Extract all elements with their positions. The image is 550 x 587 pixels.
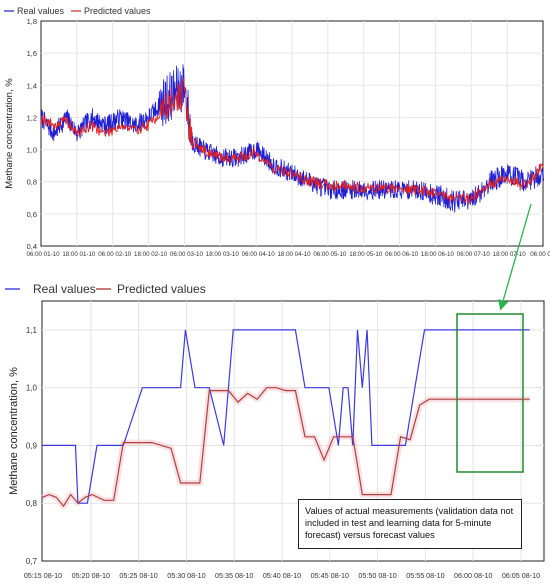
top-x-tick-label: 18:00 04-10 xyxy=(277,251,311,258)
bottom-plot-area xyxy=(41,300,545,562)
top-y-tick-label: 0,6 xyxy=(27,210,37,219)
top-y-ticks: 0,4 0,6 0,8 1,0 1,2 1,4 1,6 1,8 xyxy=(27,17,37,251)
bottom-series-line-predicted xyxy=(41,387,530,508)
top-y-tick-label: 0,8 xyxy=(27,178,37,187)
bottom-x-tick-label: 05:35 08-10 xyxy=(215,571,253,580)
top-x-tick-label: 06:00 02-10 xyxy=(98,251,132,258)
top-x-ticks: 06:00 01-10 18:00 01-10 06:00 02-10 18:00 0… xyxy=(26,251,550,258)
top-y-tick-label: 1,0 xyxy=(27,146,37,155)
top-series-line-real xyxy=(40,64,544,213)
top-x-tick-label: 06:00 04-10 xyxy=(242,251,276,258)
bottom-x-tick-label: 05:55 08-10 xyxy=(406,571,444,580)
top-y-tick-label: 1,4 xyxy=(27,81,37,90)
top-y-tick-label: 0,4 xyxy=(27,242,37,251)
top-x-tick-label: 18:00 06-10 xyxy=(421,251,455,258)
top-legend-label-real: Real values xyxy=(17,6,65,16)
top-series xyxy=(40,64,544,213)
top-x-tick-label: 18:00 02-10 xyxy=(134,251,168,258)
bottom-series xyxy=(40,329,530,510)
top-y-tick-label: 1,8 xyxy=(27,17,37,26)
top-x-tick-label: 06:00 01-10 xyxy=(26,251,60,258)
bottom-legend-label-real: Real values xyxy=(33,282,96,296)
top-x-tick-label: 06:00 05-10 xyxy=(313,251,347,258)
bottom-y-tick-label: 1,0 xyxy=(26,384,38,393)
top-y-tick-label: 1,6 xyxy=(27,49,37,58)
top-x-tick-label: 18:00 07-10 xyxy=(493,251,527,258)
top-x-tick-label: 18:00 03-10 xyxy=(206,251,240,258)
bottom-x-tick-label: 05:40 08-10 xyxy=(263,571,301,580)
bottom-y-axis-label: Methane concentration, % xyxy=(8,367,20,495)
bottom-legend-label-predicted: Predicted values xyxy=(117,282,206,296)
top-x-tick-label: 06:00 07-10 xyxy=(457,251,491,258)
top-x-tick-label: 18:00 05-10 xyxy=(349,251,383,258)
bottom-chart: 0,70,80,91,01,1 05:15 08-10 05:20 08-10 05… xyxy=(5,282,545,580)
bottom-y-tick-label: 0,9 xyxy=(26,441,38,450)
bottom-x-ticks: 05:15 08-10 05:20 08-10 05:25 08-10 05:30 0… xyxy=(24,571,540,580)
zoom-highlight-box xyxy=(456,313,524,473)
bottom-x-tick-label: 05:25 08-10 xyxy=(119,571,157,580)
bottom-x-tick-label: 06:05 08-10 xyxy=(502,571,540,580)
top-chart: 0,40,60,81,01,21,41,61,8 06:00 01-10 18:0… xyxy=(4,6,550,258)
bottom-legend: Real values Predicted values xyxy=(5,282,206,296)
annotation-box: Values of actual measurements (validatio… xyxy=(298,499,522,549)
top-legend: Real values Predicted values xyxy=(4,6,151,16)
top-y-axis-label: Methane concentration, % xyxy=(4,78,15,189)
bottom-x-tick-label: 05:20 08-10 xyxy=(72,571,110,580)
top-series-line-predicted xyxy=(40,78,544,204)
bottom-x-tick-label: 05:30 08-10 xyxy=(167,571,205,580)
top-x-tick-label: 06:00 03-10 xyxy=(170,251,204,258)
top-legend-label-predicted: Predicted values xyxy=(84,6,151,16)
top-x-tick-label: 06:00 08-1 xyxy=(530,251,550,258)
bottom-x-tick-label: 05:50 08-10 xyxy=(358,571,396,580)
zoom-arrow xyxy=(498,203,532,311)
bottom-y-ticks: 0,7 0,8 0,9 1,0 1,1 xyxy=(26,326,38,566)
bottom-series-line-real xyxy=(42,329,530,504)
top-x-tick-label: 18:00 01-10 xyxy=(62,251,96,258)
bottom-x-tick-label: 06:00 08-10 xyxy=(454,571,492,580)
bottom-x-tick-label: 05:15 08-10 xyxy=(24,571,62,580)
top-x-tick-label: 06:00 06-10 xyxy=(385,251,419,258)
bottom-y-tick-label: 0,8 xyxy=(26,499,38,508)
bottom-x-tick-label: 05:45 08-10 xyxy=(311,571,349,580)
bottom-y-tick-label: 1,1 xyxy=(26,326,38,335)
top-y-tick-label: 1,2 xyxy=(27,113,37,122)
bottom-y-tick-label: 0,7 xyxy=(26,557,38,566)
top-gridlines xyxy=(41,21,543,246)
